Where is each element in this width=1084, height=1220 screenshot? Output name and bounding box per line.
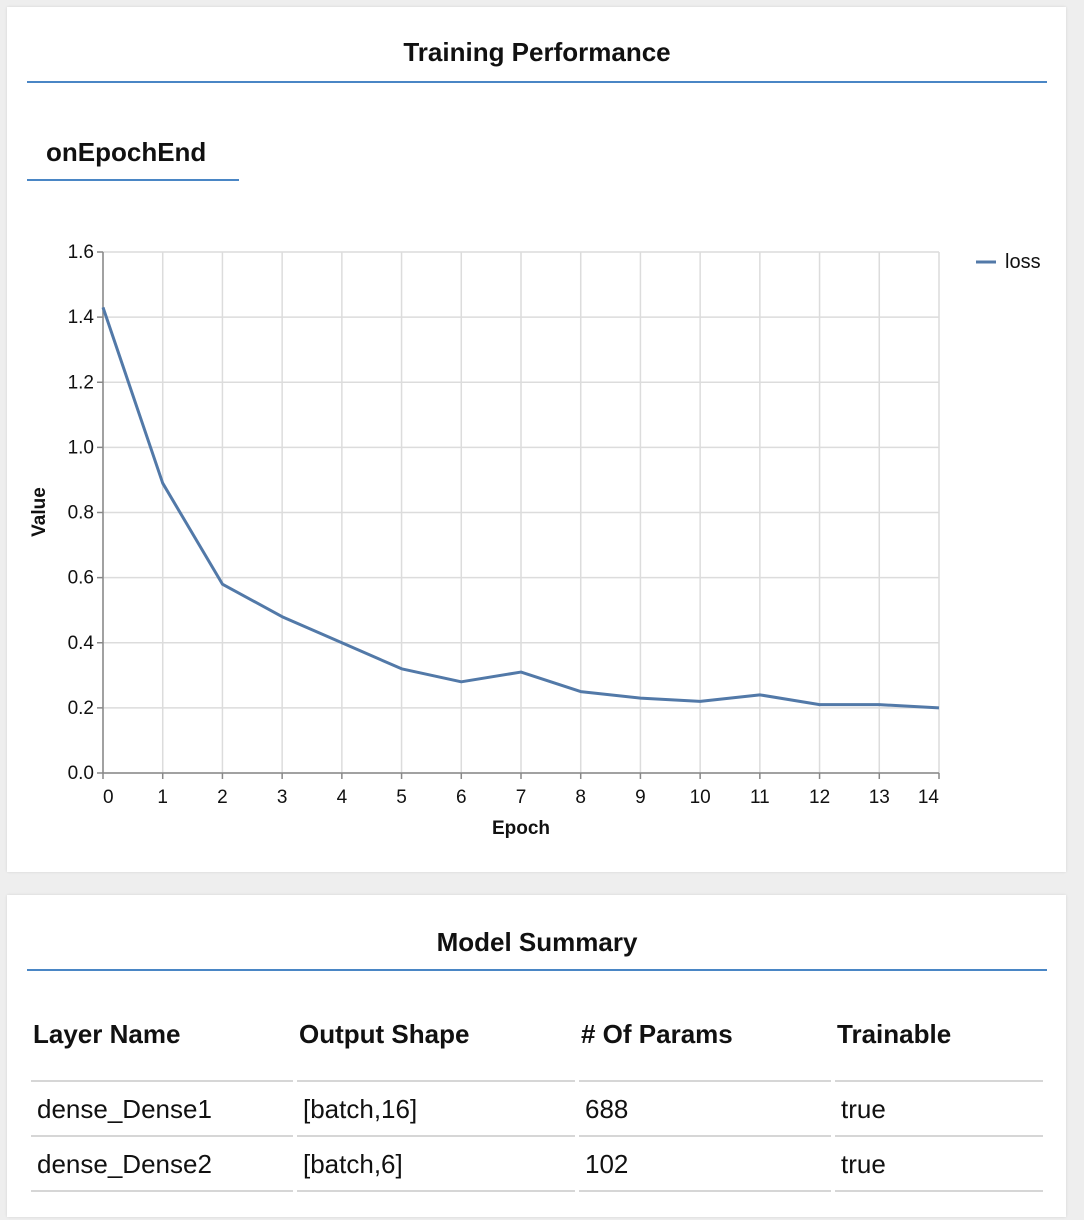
table-row: dense_Dense1 [batch,16] 688 true bbox=[31, 1082, 1043, 1137]
chart-legend: loss bbox=[976, 251, 1041, 273]
x-tick-label: 10 bbox=[690, 787, 711, 808]
cell-num-params: 688 bbox=[579, 1082, 831, 1137]
cell-trainable: true bbox=[835, 1082, 1043, 1137]
y-tick-label: 0.4 bbox=[68, 633, 95, 654]
cell-output-shape: [batch,16] bbox=[297, 1082, 575, 1137]
y-tick-label: 0.2 bbox=[68, 698, 94, 719]
x-tick-label: 11 bbox=[750, 787, 770, 808]
x-axis-title: Epoch bbox=[492, 818, 550, 839]
header-num-params: # Of Params bbox=[579, 995, 831, 1082]
title-divider bbox=[27, 81, 1047, 83]
header-trainable: Trainable bbox=[835, 995, 1043, 1082]
chart-grid bbox=[102, 251, 940, 774]
x-tick-label: 13 bbox=[869, 787, 890, 808]
x-tick-label: 14 bbox=[918, 787, 940, 808]
table-header-row: Layer Name Output Shape # Of Params Trai… bbox=[31, 995, 1043, 1082]
x-tick-label: 3 bbox=[277, 787, 288, 808]
header-output-shape: Output Shape bbox=[297, 995, 575, 1082]
x-tick-label: 2 bbox=[217, 787, 228, 808]
x-tick-label: 12 bbox=[809, 787, 830, 808]
table-row: dense_Dense2 [batch,6] 102 true bbox=[31, 1137, 1043, 1192]
summary-title-divider bbox=[27, 969, 1047, 971]
x-tick-label: 4 bbox=[337, 787, 348, 808]
cell-layer-name: dense_Dense2 bbox=[31, 1137, 293, 1192]
tab-underline bbox=[27, 179, 239, 181]
header-layer-name: Layer Name bbox=[31, 995, 293, 1082]
y-tick-label: 0.0 bbox=[68, 763, 94, 784]
cell-num-params: 102 bbox=[579, 1137, 831, 1192]
model-summary-panel: Model Summary Layer Name Output Shape # … bbox=[7, 895, 1066, 1217]
training-performance-panel: Training Performance onEpochEnd 0.0 0.2 0.… bbox=[7, 7, 1066, 872]
y-tick-label: 1.2 bbox=[68, 372, 94, 393]
x-tick-label: 1 bbox=[157, 787, 168, 808]
loss-line-chart: 0.00.20.40.60.81.01.21.41.6 0 1 2 3 4 5 6 7 8 9 10… bbox=[29, 242, 1041, 839]
x-tick-label: 8 bbox=[575, 787, 586, 808]
x-tick-label: 5 bbox=[396, 787, 407, 808]
tab-on-epoch-end[interactable]: onEpochEnd bbox=[46, 137, 207, 167]
cell-layer-name: dense_Dense1 bbox=[31, 1082, 293, 1137]
x-tick-label: 0 bbox=[103, 787, 114, 808]
y-tick-label: 1.6 bbox=[68, 242, 94, 263]
y-tick-label: 0.8 bbox=[68, 503, 94, 524]
cell-output-shape: [batch,6] bbox=[297, 1137, 575, 1192]
x-axis-ticks: 0 1 2 3 4 5 6 7 8 9 10 11 12 13 14 bbox=[102, 773, 940, 808]
x-tick-label: 9 bbox=[635, 787, 646, 808]
y-axis-title: Value bbox=[29, 487, 50, 537]
y-tick-label: 1.0 bbox=[68, 437, 94, 458]
y-tick-label: 1.4 bbox=[68, 307, 95, 328]
y-axis-ticks: 0.0 0.2 0.4 0.6 0.8 1.0 1.2 1.4 1.6 bbox=[68, 242, 103, 784]
cell-trainable: true bbox=[835, 1137, 1043, 1192]
x-tick-label: 6 bbox=[456, 787, 467, 808]
y-tick-label: 0.6 bbox=[68, 568, 94, 589]
legend-label-loss: loss bbox=[1005, 251, 1041, 273]
series-line-loss bbox=[101, 306, 940, 710]
chart-series bbox=[101, 306, 940, 710]
x-tick-label: 7 bbox=[516, 787, 527, 808]
summary-title: Model Summary bbox=[436, 927, 638, 957]
model-summary-table: Layer Name Output Shape # Of Params Trai… bbox=[27, 995, 1047, 1192]
panel-title: Training Performance bbox=[403, 37, 671, 67]
